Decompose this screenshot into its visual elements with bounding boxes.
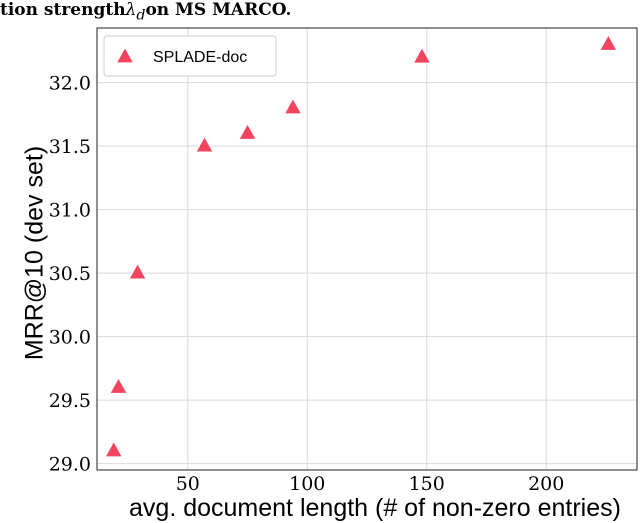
data-point (237, 122, 258, 141)
grid-lines (97, 28, 637, 470)
caption-suffix: on MS MARCO. (145, 0, 292, 20)
y-tick-label: 32.0 (49, 73, 91, 95)
legend-box (103, 35, 277, 77)
plot-frame (96, 27, 638, 471)
caption-subscript: d (136, 7, 146, 24)
legend: SPLADE-doc (103, 35, 277, 77)
x-axis-title: avg. document length (# of non-zero entr… (129, 494, 621, 522)
y-tick-label: 29.5 (49, 390, 91, 412)
data-point (103, 440, 124, 458)
x-tick-label: 150 (409, 473, 445, 495)
figure-caption: tion strength λd on MS MARCO. (0, 0, 640, 24)
data-point (412, 46, 432, 65)
x-tick-label: 100 (289, 473, 325, 495)
x-tick-label: 50 (176, 473, 200, 495)
data-point (108, 376, 129, 395)
data-point (598, 33, 619, 52)
data-point (283, 97, 303, 115)
y-tick-label: 30.0 (49, 327, 91, 349)
caption-symbol: λ (125, 0, 137, 20)
caption-prefix: tion strength (0, 0, 126, 20)
data-point (194, 135, 215, 154)
legend-marker-triangle (114, 45, 136, 64)
x-tick-label: 200 (528, 473, 564, 495)
legend-label: SPLADE-doc (153, 49, 247, 66)
y-tick-label: 30.5 (49, 263, 91, 285)
data-markers (103, 33, 619, 458)
tick-labels: 50 100 150 200 29.0 29.5 30.0 30.5 31.0 31.5 32.0 (49, 73, 565, 495)
y-tick-label: 31.0 (49, 200, 91, 222)
y-tick-label: 29.0 (49, 454, 91, 476)
y-tick-label: 31.5 (49, 136, 91, 158)
y-axis-title: MRR@10 (dev set) (21, 146, 49, 360)
data-point (127, 262, 148, 281)
